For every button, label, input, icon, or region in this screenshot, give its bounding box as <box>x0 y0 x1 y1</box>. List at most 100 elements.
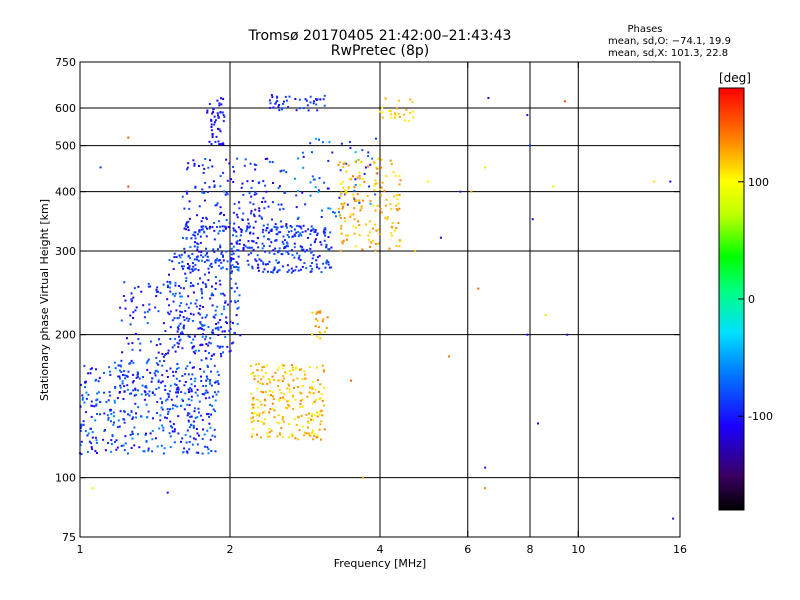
data-point <box>276 435 279 438</box>
data-point <box>217 328 220 331</box>
data-point <box>316 234 319 236</box>
data-point <box>218 104 221 107</box>
data-point <box>313 400 316 403</box>
data-point <box>307 228 310 231</box>
data-point <box>189 285 192 288</box>
data-point <box>295 194 298 197</box>
data-point <box>210 265 213 268</box>
data-point <box>129 362 132 364</box>
data-point <box>185 190 188 193</box>
data-point <box>268 160 271 163</box>
data-point <box>251 267 254 270</box>
data-point <box>80 424 83 427</box>
data-point <box>397 112 400 115</box>
data-point <box>307 417 310 419</box>
data-point <box>214 204 217 207</box>
data-point <box>230 272 233 274</box>
data-point <box>211 434 214 437</box>
data-point <box>86 450 89 453</box>
data-point <box>390 225 393 228</box>
data-point <box>137 285 140 288</box>
data-point <box>186 429 189 432</box>
data-point <box>308 391 311 394</box>
data-point <box>302 248 305 251</box>
data-point <box>203 199 206 202</box>
data-point <box>211 285 213 288</box>
data-point <box>157 290 159 293</box>
data-point <box>187 420 190 423</box>
data-point <box>187 373 190 376</box>
data-point <box>211 329 214 332</box>
data-point <box>266 226 269 229</box>
data-point <box>147 449 150 452</box>
data-point <box>171 260 174 263</box>
data-point <box>181 398 184 401</box>
data-point <box>265 263 267 266</box>
data-point <box>341 181 344 184</box>
data-point <box>261 383 264 386</box>
data-point <box>123 385 126 388</box>
data-point <box>263 207 266 210</box>
data-point <box>134 309 137 312</box>
data-point <box>242 193 245 196</box>
data-point <box>311 413 314 416</box>
data-point <box>322 369 325 372</box>
data-point <box>214 261 217 264</box>
data-point <box>251 435 253 438</box>
data-point <box>111 434 114 436</box>
data-point <box>158 427 161 430</box>
data-point <box>194 241 196 244</box>
data-point <box>230 300 232 303</box>
data-point <box>380 186 383 189</box>
data-point <box>233 266 236 269</box>
data-point <box>214 410 217 413</box>
data-point <box>151 392 154 394</box>
data-point <box>196 258 198 261</box>
data-point <box>398 175 401 177</box>
data-point <box>319 310 322 313</box>
data-point <box>127 136 130 139</box>
data-point <box>131 430 134 433</box>
data-point <box>152 417 154 420</box>
data-point <box>178 304 181 307</box>
data-point <box>161 364 164 367</box>
data-point <box>157 351 160 354</box>
data-point <box>343 161 346 164</box>
data-point <box>132 373 135 376</box>
data-point <box>202 306 205 308</box>
data-point <box>209 426 212 429</box>
data-point <box>209 159 211 162</box>
data-point <box>181 331 184 334</box>
data-point <box>214 309 217 312</box>
data-point <box>168 432 171 435</box>
data-point <box>149 340 152 343</box>
data-point <box>200 254 203 257</box>
data-point <box>157 363 160 366</box>
data-point <box>398 99 401 102</box>
data-point <box>246 246 249 249</box>
data-point <box>205 285 208 288</box>
data-point <box>283 398 286 401</box>
data-point <box>145 386 148 389</box>
data-point <box>253 163 256 166</box>
data-point <box>205 216 208 219</box>
data-point <box>166 280 169 283</box>
data-point <box>98 400 101 403</box>
data-point <box>287 106 290 109</box>
data-point <box>296 252 298 255</box>
data-point <box>200 343 203 346</box>
data-point <box>222 259 225 262</box>
data-point <box>367 151 370 154</box>
data-point <box>298 254 301 257</box>
data-point <box>359 184 362 187</box>
data-point <box>237 300 240 303</box>
data-point <box>397 202 400 205</box>
data-point <box>197 407 200 410</box>
data-point <box>225 316 228 319</box>
data-point <box>116 397 119 400</box>
data-point <box>342 162 345 165</box>
data-point <box>348 177 351 180</box>
data-point <box>87 432 90 435</box>
data-point <box>218 143 221 146</box>
data-point <box>235 266 238 268</box>
